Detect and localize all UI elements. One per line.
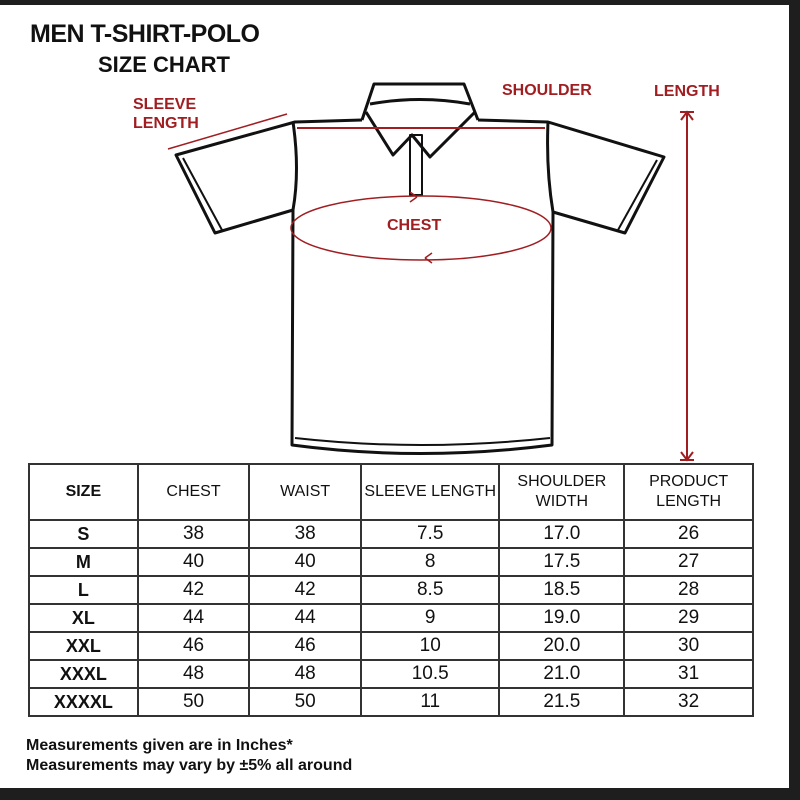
placket xyxy=(409,134,423,196)
chest-label: CHEST xyxy=(387,217,442,234)
measurement-cell: 50 xyxy=(248,687,362,717)
measurement-cell: 44 xyxy=(136,603,251,633)
size-cell: L xyxy=(28,575,139,605)
page-subtitle: SIZE CHART xyxy=(98,52,230,77)
column-header: WAIST xyxy=(248,463,362,521)
measurement-cell: 27 xyxy=(623,547,754,577)
measurement-cell: 46 xyxy=(248,631,362,661)
measurement-cell: 48 xyxy=(248,659,362,689)
measurement-cell: 18.5 xyxy=(498,575,626,605)
measurement-cell: 19.0 xyxy=(498,603,626,633)
measurement-cell: 48 xyxy=(136,659,251,689)
measurement-cell: 44 xyxy=(248,603,362,633)
measurement-cell: 28 xyxy=(623,575,754,605)
measurement-cell: 21.5 xyxy=(498,687,626,717)
table-row: XXXXL 50 50 11 21.5 32 xyxy=(28,687,754,717)
measurement-cell: 29 xyxy=(623,603,754,633)
table-row: M 40 40 8 17.5 27 xyxy=(28,547,754,577)
sleeve-length-arrow xyxy=(167,113,288,150)
body xyxy=(290,121,555,455)
column-header: SHOULDER WIDTH xyxy=(498,463,626,521)
size-cell: XXL xyxy=(28,631,139,661)
right-sleeve xyxy=(477,118,666,235)
measurement-cell: 26 xyxy=(623,519,754,549)
left-sleeve xyxy=(174,118,363,235)
measurement-cell: 10 xyxy=(359,631,501,661)
table-header-row: SIZE CHEST WAIST SLEEVE LENGTH SHOULDER WIDT… xyxy=(28,463,754,521)
note-variance: Measurements may vary by ±5% all around xyxy=(26,757,353,774)
sleeve-label-line1: SLEEVE xyxy=(133,96,197,113)
measurement-cell: 21.0 xyxy=(498,659,626,689)
measurement-cell: 40 xyxy=(136,547,251,577)
size-cell: XXXXL xyxy=(28,687,139,717)
measurement-cell: 10.5 xyxy=(359,659,501,689)
measurement-cell: 8.5 xyxy=(359,575,501,605)
column-header: PRODUCT LENGTH xyxy=(623,463,754,521)
column-header: CHEST xyxy=(136,463,251,521)
measurement-cell: 40 xyxy=(248,547,362,577)
measurement-cell: 11 xyxy=(359,687,501,717)
measurement-cell: 46 xyxy=(136,631,251,661)
table-row: XXL 46 46 10 20.0 30 xyxy=(28,631,754,661)
measurement-cell: 50 xyxy=(136,687,251,717)
measurement-cell: 20.0 xyxy=(498,631,626,661)
measurement-cell: 42 xyxy=(248,575,362,605)
measurement-cell: 31 xyxy=(623,659,754,689)
measurement-cell: 7.5 xyxy=(359,519,501,549)
size-cell: XL xyxy=(28,603,139,633)
size-cell: M xyxy=(28,547,139,577)
sleeve-label-line2: LENGTH xyxy=(133,115,199,132)
measurement-cell: 32 xyxy=(623,687,754,717)
column-header: SLEEVE LENGTH xyxy=(359,463,501,521)
note-units: Measurements given are in Inches* xyxy=(26,737,293,754)
size-table: SIZE CHEST WAIST SLEEVE LENGTH SHOULDER WIDT… xyxy=(28,463,754,717)
shoulder-label: SHOULDER xyxy=(502,82,592,99)
table-row: XL 44 44 9 19.0 29 xyxy=(28,603,754,633)
size-cell: XXXL xyxy=(28,659,139,689)
notes: Measurements given are in Inches* Measur… xyxy=(26,736,352,776)
table-row: L 42 42 8.5 18.5 28 xyxy=(28,575,754,605)
measurement-cell: 30 xyxy=(623,631,754,661)
collar xyxy=(360,82,480,159)
table-row: XXXL 48 48 10.5 21.0 31 xyxy=(28,659,754,689)
measurement-cell: 8 xyxy=(359,547,501,577)
measurement-cell: 17.5 xyxy=(498,547,626,577)
size-cell: S xyxy=(28,519,139,549)
length-label: LENGTH xyxy=(654,83,720,100)
measurement-cell: 17.0 xyxy=(498,519,626,549)
measurement-cell: 38 xyxy=(136,519,251,549)
sleeve-length-label: SLEEVE LENGTH xyxy=(133,95,199,133)
page-title: MEN T-SHIRT-POLO xyxy=(30,20,260,48)
measurement-cell: 9 xyxy=(359,603,501,633)
table-row: S 38 38 7.5 17.0 26 xyxy=(28,519,754,549)
measurement-cell: 38 xyxy=(248,519,362,549)
column-header: SIZE xyxy=(28,463,139,521)
measurement-cell: 42 xyxy=(136,575,251,605)
chest-arrow xyxy=(290,195,552,261)
